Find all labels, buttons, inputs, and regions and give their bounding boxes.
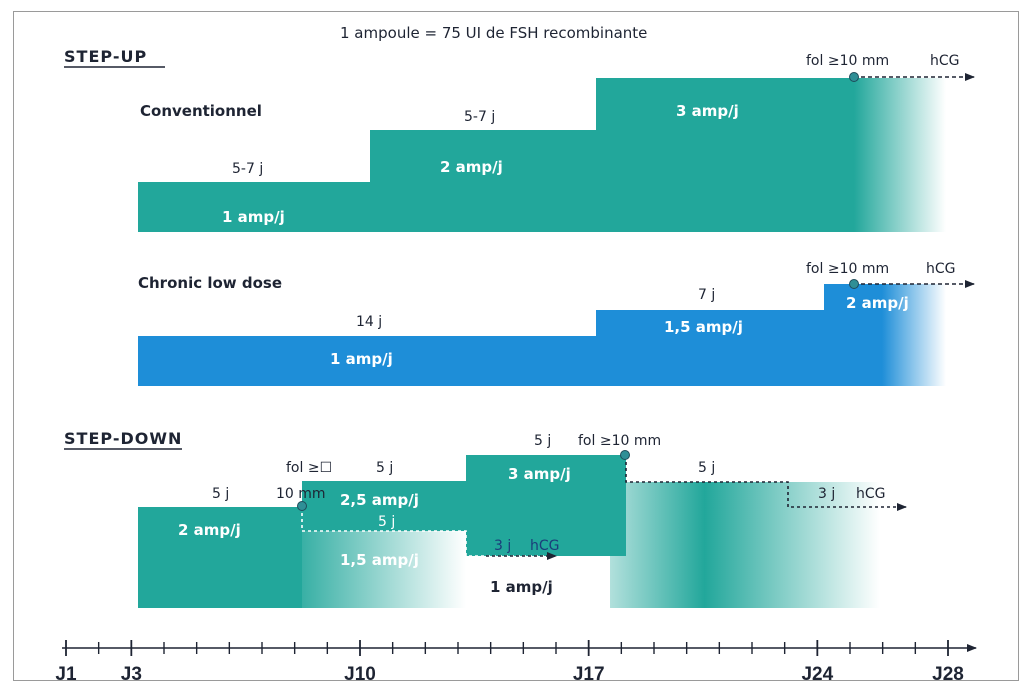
- sd-step-right: [610, 482, 880, 608]
- chronic-title: Chronic low dose: [138, 274, 282, 292]
- sd-dose-1amp: 1 amp/j: [490, 578, 553, 596]
- conv-step-fade: [854, 78, 946, 232]
- sd-step-1amp-area: [466, 556, 610, 608]
- ampoule-note: 1 ampoule = 75 UI de FSH recombinante: [340, 24, 647, 42]
- step-up-title: STEP-UP: [64, 47, 147, 66]
- chronic-dose-3: 2 amp/j: [846, 294, 909, 312]
- sd-endpoint-left-1: fol ≥☐: [286, 460, 332, 476]
- chronic-duration-2: 7 j: [698, 287, 715, 303]
- sd-outer-dashed: [625, 456, 907, 511]
- sd-step-3amp: [466, 455, 626, 556]
- sd-endpoint-marker-left: [297, 501, 307, 511]
- chronic-trigger: hCG: [926, 261, 956, 277]
- conv-dose-1: 1 amp/j: [222, 208, 285, 226]
- sd-dose-25amp: 2,5 amp/j: [340, 491, 419, 509]
- sd-duration-3: 5 j: [534, 433, 551, 449]
- sd-dose-2amp: 2 amp/j: [178, 521, 241, 539]
- chronic-steps: [138, 284, 946, 386]
- sd-duration-2: 5 j: [376, 460, 393, 476]
- conv-step-3: [596, 78, 854, 232]
- chronic-step-1: [138, 336, 596, 386]
- sd-dose-3amp: 3 amp/j: [508, 465, 571, 483]
- conv-duration-2: 5-7 j: [464, 109, 495, 125]
- chronic-endpoint-marker: [849, 279, 859, 289]
- sd-trigger-outer: hCG: [856, 486, 886, 502]
- sd-duration-7: 3 j: [818, 486, 835, 502]
- sd-step-25amp-top: [302, 481, 466, 531]
- day-axis-ticks: [65, 640, 949, 656]
- chronic-duration-1: 14 j: [356, 314, 382, 330]
- conv-dose-2: 2 amp/j: [440, 158, 503, 176]
- sd-endpoint-left-2: 10 mm: [276, 486, 326, 502]
- sd-endpoint-top: fol ≥10 mm: [578, 433, 661, 449]
- conv-duration-1: 5-7 j: [232, 161, 263, 177]
- day-label: J10: [344, 664, 376, 685]
- step-down-title: STEP-DOWN: [64, 429, 182, 448]
- conv-dose-3: 3 amp/j: [676, 102, 739, 120]
- sd-duration-6: 5 j: [698, 460, 715, 476]
- sd-step-2amp: [138, 507, 302, 608]
- chronic-step-3: [824, 284, 882, 386]
- step-down-steps: [138, 455, 880, 608]
- diagram-frame: [13, 11, 1019, 681]
- conv-step-1: [138, 182, 370, 232]
- conv-endpoint: fol ≥10 mm: [806, 53, 889, 69]
- chronic-step-fade: [882, 284, 946, 386]
- sd-endpoint-marker-top: [620, 450, 630, 460]
- day-label: J3: [121, 664, 142, 685]
- conv-endpoint-marker: [849, 72, 859, 82]
- day-label: J1: [55, 664, 77, 685]
- conv-step-2: [370, 130, 596, 232]
- chronic-dose-2: 1,5 amp/j: [664, 318, 743, 336]
- chronic-step-2: [596, 310, 824, 386]
- day-axis-labels: J1 J3 J10 J17 J24 J28: [55, 664, 963, 685]
- sd-duration-4: 5 j: [378, 514, 395, 530]
- conventionnel-title: Conventionnel: [140, 102, 262, 120]
- day-label: J28: [932, 664, 964, 685]
- sd-trigger-inner: hCG: [530, 538, 560, 554]
- day-label: J17: [573, 664, 605, 685]
- conventionnel-steps: [138, 78, 946, 232]
- sd-duration-5: 3 j: [494, 538, 511, 554]
- sd-dose-15amp: 1,5 amp/j: [340, 551, 419, 569]
- chronic-endpoint: fol ≥10 mm: [806, 261, 889, 277]
- conv-trigger: hCG: [930, 53, 960, 69]
- chronic-dose-1: 1 amp/j: [330, 350, 393, 368]
- day-label: J24: [801, 664, 833, 685]
- sd-duration-1: 5 j: [212, 486, 229, 502]
